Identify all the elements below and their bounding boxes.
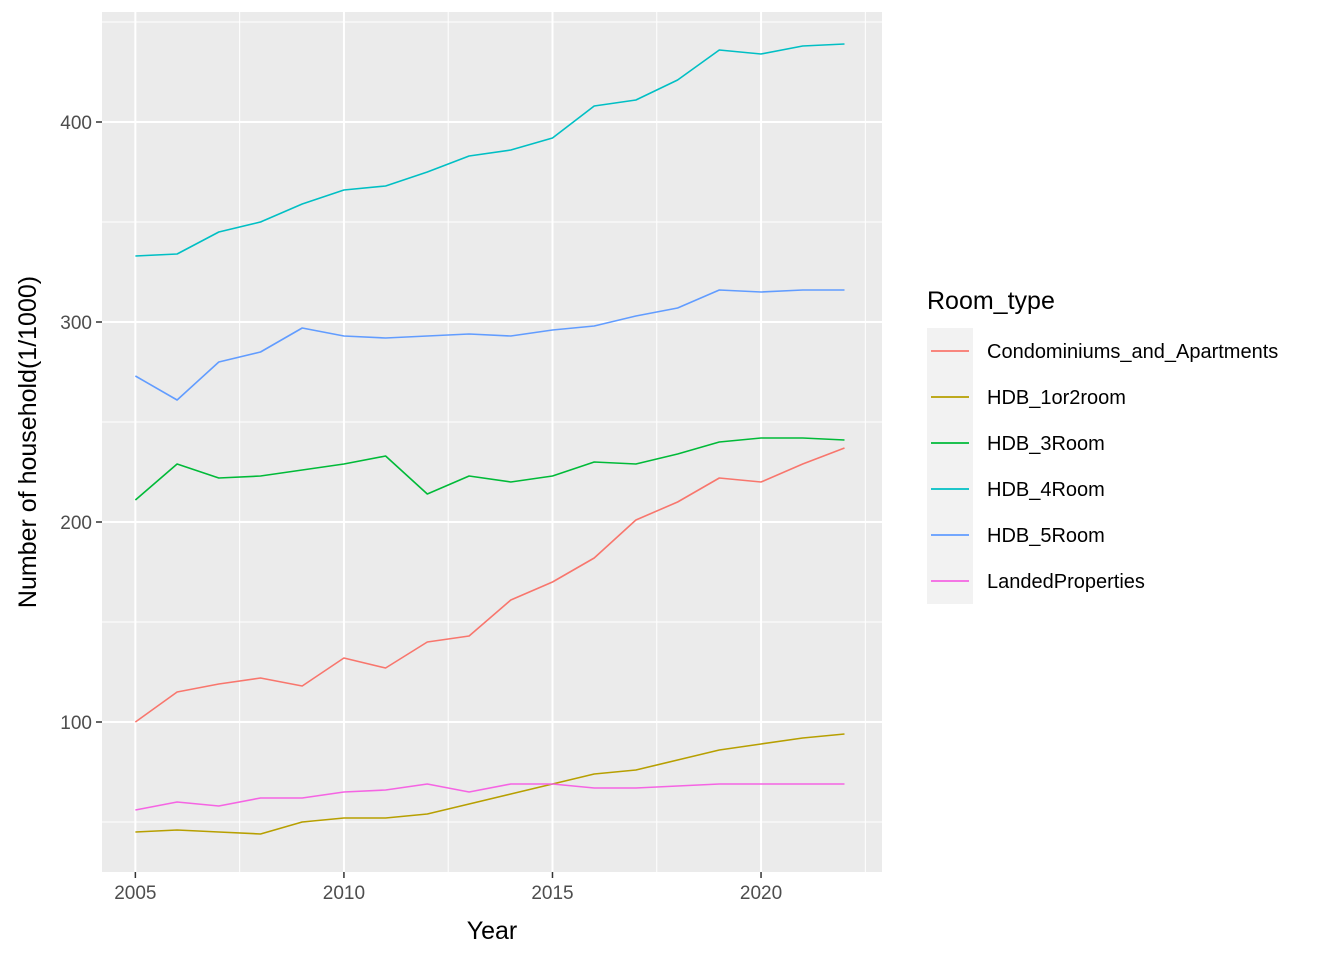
legend-label: HDB_1or2room	[987, 387, 1126, 409]
x-tick-label: 2005	[114, 883, 156, 904]
legend-label: LandedProperties	[987, 571, 1145, 593]
x-tick-label: 2015	[531, 883, 573, 904]
plot-panel	[102, 12, 882, 872]
series-lines	[134, 43, 845, 835]
y-axis-title: Number of household(1/1000)	[14, 276, 42, 608]
minor-gridlines	[102, 12, 882, 872]
legend-label: Condominiums_and_Apartments	[987, 341, 1278, 363]
series-line-condominiums-and-apartments	[134, 447, 845, 723]
series-line-hdb-4room	[135, 43, 845, 257]
y-axis-ticks: 100 200 300 400	[60, 113, 102, 734]
legend-keys: Condominiums_and_Apartments HDB_1or2room H…	[927, 328, 1278, 604]
major-gridlines	[102, 12, 882, 872]
legend-label: HDB_3Room	[987, 433, 1105, 455]
legend-title: Room_type	[927, 287, 1055, 315]
legend-label: HDB_4Room	[987, 479, 1105, 501]
x-axis-ticks: 2005 2010 2015 2020	[114, 872, 782, 904]
x-tick-label: 2020	[740, 883, 782, 904]
series-line-hdb-3room	[134, 437, 845, 501]
x-tick-label: 2010	[323, 883, 365, 904]
x-axis-title: Year	[467, 917, 518, 945]
series-line-landedproperties	[135, 783, 845, 811]
legend-label: HDB_5Room	[987, 525, 1105, 547]
series-line-hdb-5room	[135, 289, 845, 401]
series-line-hdb-1or2room	[135, 733, 845, 835]
y-tick-label: 200	[60, 513, 92, 534]
y-tick-label: 300	[60, 313, 92, 334]
y-tick-label: 100	[60, 713, 92, 734]
legend: Room_type Condominiums_and_Apartments HDB…	[927, 287, 1278, 604]
y-tick-label: 400	[60, 113, 92, 134]
